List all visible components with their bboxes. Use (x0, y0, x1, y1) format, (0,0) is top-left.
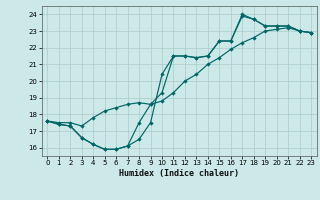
X-axis label: Humidex (Indice chaleur): Humidex (Indice chaleur) (119, 169, 239, 178)
